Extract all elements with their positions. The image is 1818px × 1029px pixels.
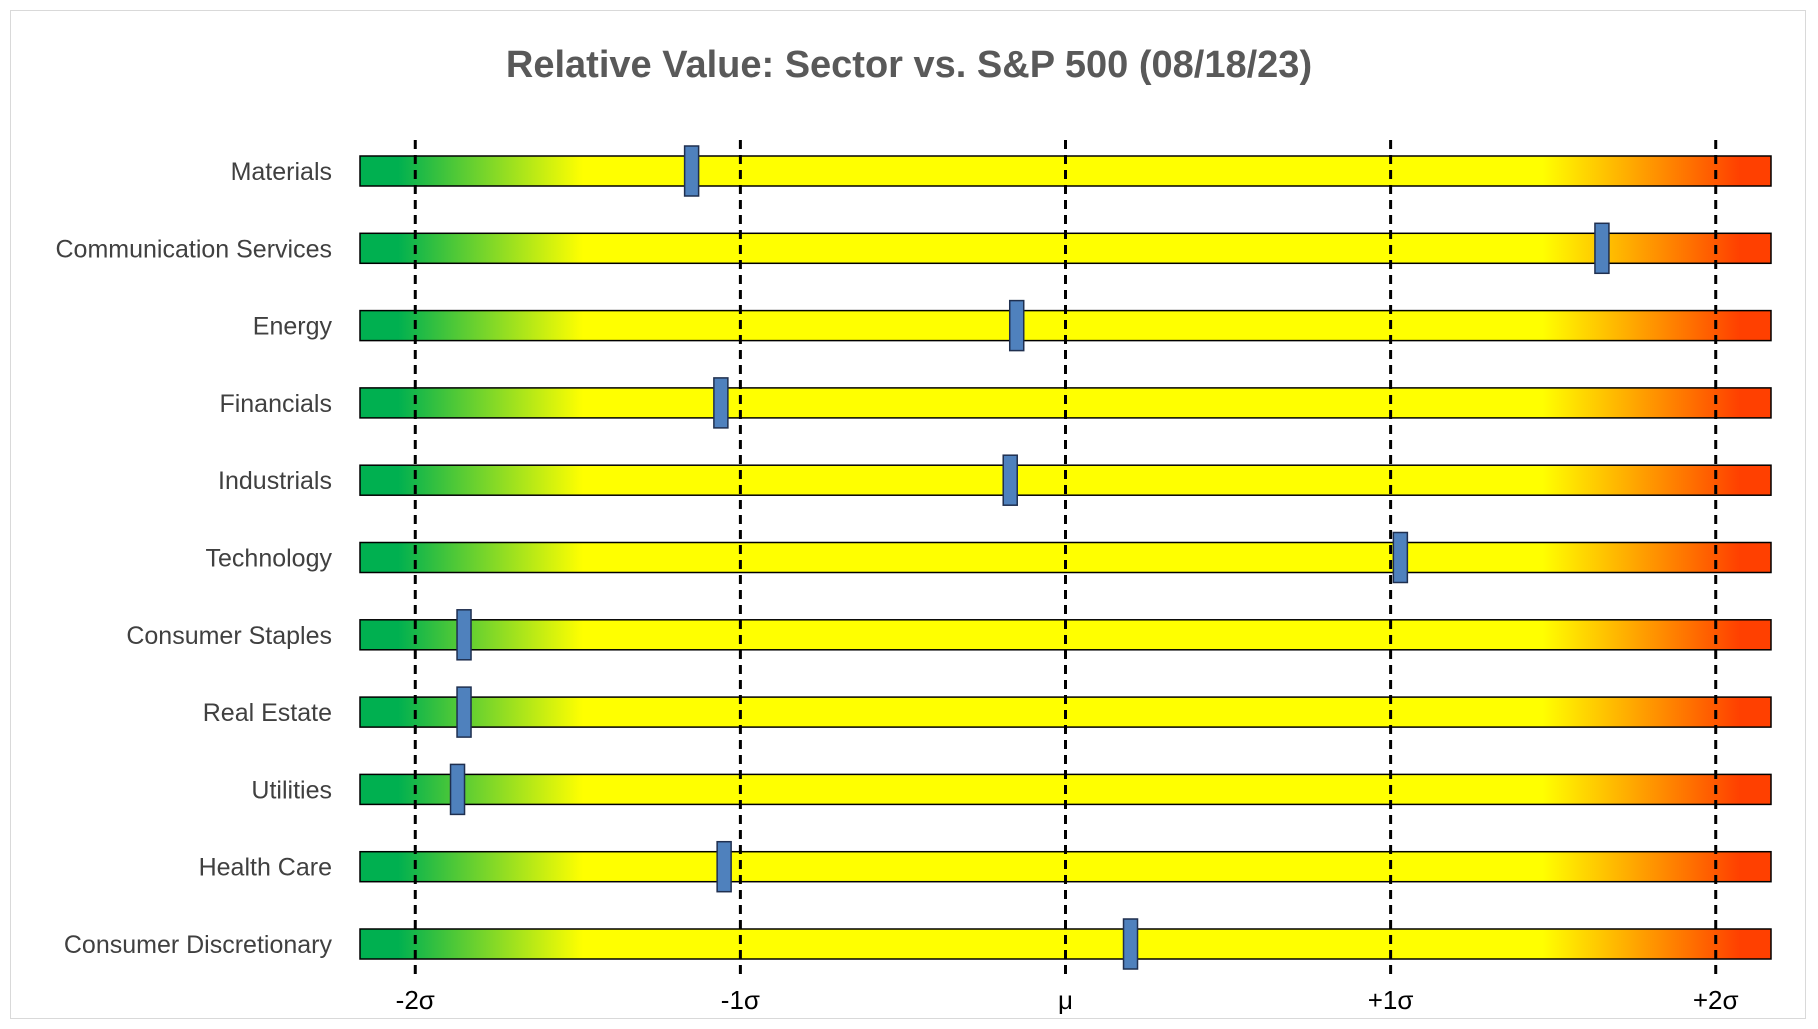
valuation-marker [449, 763, 466, 816]
valuation-marker [456, 609, 472, 661]
sector-label: Consumer Discretionary [64, 931, 333, 959]
valuation-marker [683, 145, 700, 197]
x-tick-label: μ [1058, 985, 1073, 1015]
x-tick-label: -1σ [721, 985, 760, 1015]
valuation-marker [1122, 918, 1139, 970]
x-tick-label: -2σ [396, 985, 435, 1015]
valuation-marker [713, 377, 729, 429]
sector-label: Technology [206, 545, 333, 573]
chart-title: Relative Value: Sector vs. S&P 500 (08/1… [506, 44, 1312, 86]
valuation-marker [1002, 454, 1018, 506]
sector-label: Consumer Staples [126, 622, 332, 650]
x-tick-label: +2σ [1693, 985, 1739, 1015]
x-tick-label: +1σ [1368, 985, 1414, 1015]
sector-label: Financials [219, 390, 332, 418]
sector-label: Real Estate [203, 699, 332, 727]
valuation-marker [456, 686, 472, 738]
valuation-marker [1594, 222, 1610, 275]
valuation-marker [1392, 531, 1409, 584]
sector-label: Industrials [218, 467, 332, 495]
sector-label: Utilities [251, 776, 332, 804]
valuation-marker [1008, 299, 1025, 352]
sector-label: Health Care [199, 854, 332, 882]
sector-label: Energy [253, 313, 333, 341]
chart-frame [10, 10, 1806, 1019]
sector-label: Materials [231, 158, 332, 186]
sector-label: Communication Services [56, 235, 333, 263]
valuation-marker [716, 840, 732, 893]
